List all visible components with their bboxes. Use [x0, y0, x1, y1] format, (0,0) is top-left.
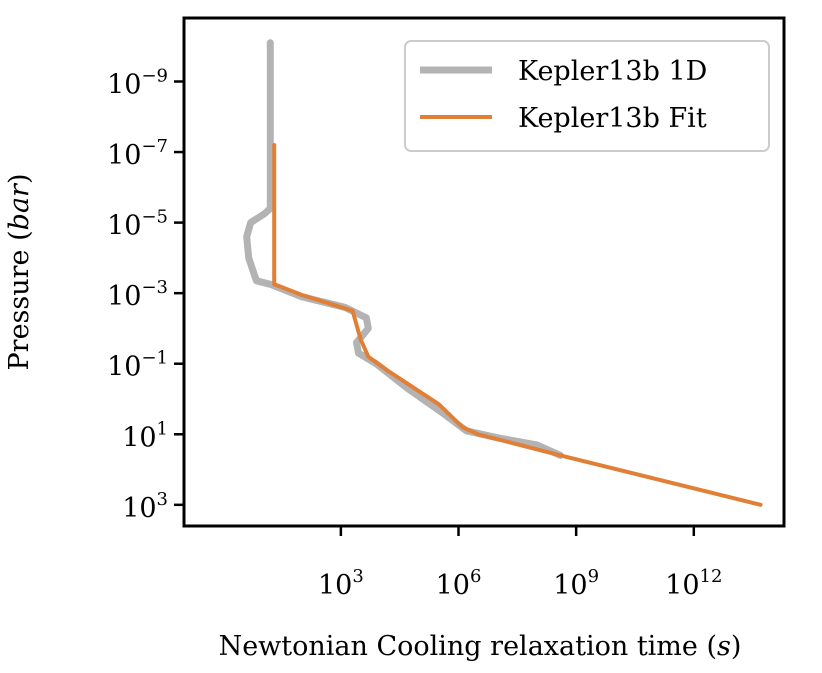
- legend-label-1d: Kepler13b 1D: [518, 56, 707, 87]
- y-tick-label: 10−3: [107, 277, 168, 312]
- y-tick-label: 10−1: [107, 348, 168, 383]
- x-axis: 103 106 109 1012: [318, 526, 722, 601]
- y-tick-label: 10−7: [107, 136, 168, 171]
- x-tick-label: 1012: [665, 566, 722, 601]
- series-layer: [243, 39, 763, 507]
- legend-box: [404, 40, 770, 152]
- x-axis-label: Newtonian Cooling relaxation time (s): [219, 631, 742, 662]
- y-tick-label: 103: [122, 489, 168, 524]
- plot-frame: [182, 16, 786, 528]
- x-tick-label: 106: [436, 566, 482, 601]
- y-axis: 10−9 10−7 10−5 10−3 10−1 101 103: [107, 66, 184, 524]
- x-tick-label: 109: [553, 566, 599, 601]
- x-tick-label: 103: [318, 566, 364, 601]
- y-tick-label: 101: [122, 418, 168, 453]
- legend: Kepler13b 1D Kepler13b Fit: [404, 40, 770, 152]
- y-axis-label: Pressure (bar): [4, 173, 35, 370]
- y-tick-label: 10−9: [107, 66, 168, 101]
- y-tick-label: 10−5: [107, 207, 168, 242]
- legend-label-fit: Kepler13b Fit: [518, 103, 707, 134]
- series-line-fit: [272, 143, 763, 507]
